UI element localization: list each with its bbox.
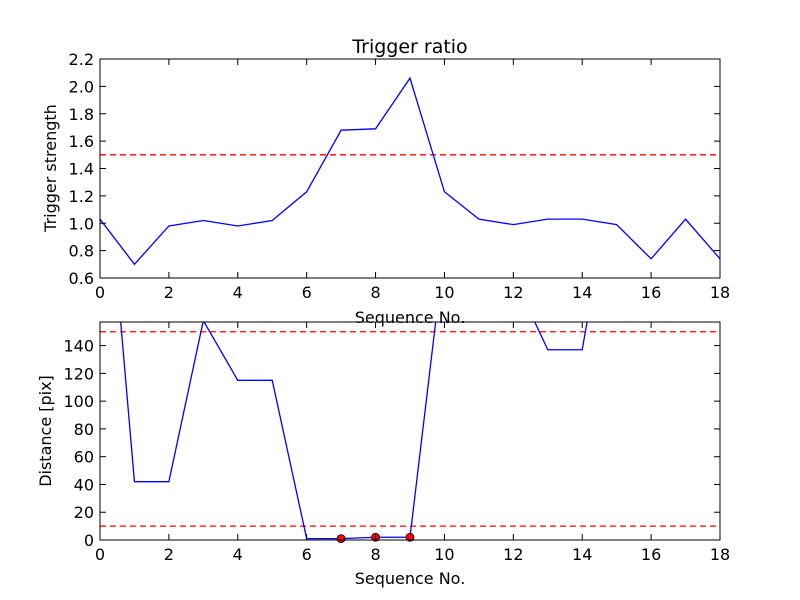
chart-distance: 0 2 4 6 8 10 12 14 16 18 0 20 40 60 80 100 120 140 Seque… (36, 321, 730, 588)
x-tick-label: 0 (95, 283, 105, 302)
x-tick-label: 14 (572, 283, 592, 302)
y-axis-ticks: 0.6 0.8 1.0 1.2 1.4 1.6 1.8 2.0 2.2 (69, 50, 720, 288)
y-tick-label: 60 (74, 448, 94, 467)
chart-trigger-ratio: Trigger ratio 0 2 4 6 8 10 12 14 16 18 0.6 0.8 1.0 1… (41, 36, 730, 327)
y-tick-label: 1.2 (69, 187, 94, 206)
data-point-marker (336, 534, 346, 544)
y-tick-label: 1.0 (69, 214, 94, 233)
chart-title: Trigger ratio (351, 36, 467, 58)
y-axis-label: Trigger strength (41, 104, 60, 233)
y-tick-label: 0.8 (69, 242, 94, 261)
x-tick-label: 6 (302, 283, 312, 302)
y-tick-label: 100 (63, 392, 94, 411)
x-tick-label: 2 (164, 545, 174, 564)
plot-frame (99, 321, 721, 541)
y-tick-label: 140 (63, 337, 94, 356)
y-tick-label: 1.8 (69, 105, 94, 124)
x-tick-label: 16 (641, 283, 661, 302)
x-tick-label: 10 (434, 283, 454, 302)
x-tick-label: 4 (233, 283, 243, 302)
x-tick-label: 8 (370, 283, 380, 302)
y-axis-label: Distance [pix] (36, 375, 55, 487)
x-tick-label: 6 (302, 545, 312, 564)
plot-frame (99, 58, 721, 279)
x-tick-label: 4 (233, 545, 243, 564)
data-point-marker (405, 532, 415, 542)
x-tick-label: 18 (710, 283, 730, 302)
y-tick-label: 1.6 (69, 132, 94, 151)
x-tick-label: 18 (710, 545, 730, 564)
x-tick-label: 10 (434, 545, 454, 564)
series-line (100, 76, 720, 266)
y-tick-label: 1.4 (69, 160, 94, 179)
y-tick-label: 0 (84, 531, 94, 550)
y-tick-label: 2.2 (69, 50, 94, 69)
x-tick-label: 2 (164, 283, 174, 302)
data-series (100, 76, 720, 266)
x-axis-label: Sequence No. (355, 569, 466, 588)
data-series (120, 322, 588, 540)
x-axis-label: Sequence No. (355, 308, 466, 327)
y-tick-label: 20 (74, 503, 94, 522)
reference-lines (100, 331, 720, 527)
y-axis-ticks: 0 20 40 60 80 100 120 140 (63, 337, 720, 550)
x-axis-ticks: 0 2 4 6 8 10 12 14 16 18 (95, 59, 730, 302)
y-tick-label: 40 (74, 475, 94, 494)
x-axis-ticks: 0 2 4 6 8 10 12 14 16 18 (95, 322, 730, 564)
y-tick-label: 2.0 (69, 77, 94, 96)
y-tick-label: 80 (74, 420, 94, 439)
x-tick-label: 14 (572, 545, 592, 564)
y-tick-label: 0.6 (69, 269, 94, 288)
x-tick-label: 0 (95, 545, 105, 564)
x-tick-label: 12 (503, 545, 523, 564)
x-tick-label: 12 (503, 283, 523, 302)
series-line (120, 322, 588, 540)
x-tick-label: 8 (370, 545, 380, 564)
x-tick-label: 16 (641, 545, 661, 564)
y-tick-label: 120 (63, 364, 94, 383)
